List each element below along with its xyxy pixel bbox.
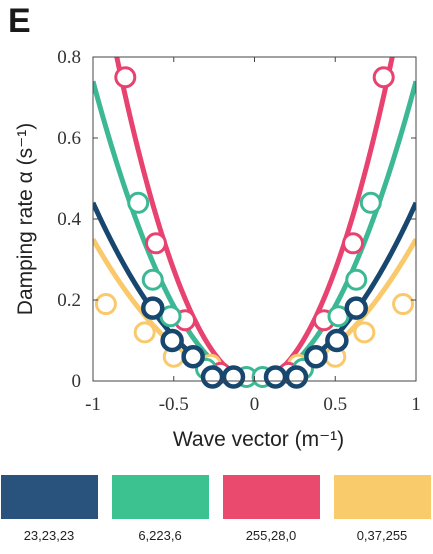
- panel-label: E: [8, 2, 31, 40]
- damping-rate-chart: -1 -0.5 0 0.5 1 0 0.2 0.4 0.6 0.8 Wave vector (m⁻¹…: [14, 47, 421, 451]
- x-tick-label-1: -0.5: [159, 394, 189, 415]
- x-tick-label-2: 0: [250, 394, 260, 415]
- data-point-s1-6: [342, 232, 365, 255]
- data-point-s3-5: [263, 365, 288, 389]
- swatch-2: [223, 475, 320, 519]
- data-point-s1-7: [372, 66, 395, 89]
- x-tick-label-3: 0.5: [323, 394, 347, 415]
- data-point-s3-6: [284, 365, 309, 389]
- y-axis-title: Damping rate α (s⁻¹): [14, 123, 37, 315]
- color-swatch-row: 23,23,23 6,223,6 255,28,0 0,37,255: [0, 470, 433, 554]
- data-point-s2-8: [345, 268, 368, 291]
- data-point-s0-6: [353, 321, 376, 344]
- plot-area: [93, 57, 416, 389]
- y-tick-label-2: 0.4: [57, 209, 81, 230]
- data-point-s3-2: [181, 344, 205, 369]
- data-point-s3-8: [325, 328, 349, 353]
- data-point-s3-1: [160, 328, 184, 353]
- swatch-1: [112, 475, 209, 519]
- x-axis-title: Wave vector (m⁻¹): [173, 428, 344, 451]
- data-point-s0-7: [392, 293, 415, 316]
- swatch-label-2: 255,28,0: [245, 528, 297, 543]
- data-point-s3-0: [141, 296, 165, 320]
- fit-curve-1: [114, 57, 395, 381]
- data-point-s0-1: [133, 321, 156, 344]
- x-tick-label-4: 1: [411, 394, 421, 415]
- swatch-label-3: 0,37,255: [356, 528, 408, 543]
- y-tick-label-3: 0.6: [57, 128, 81, 149]
- data-point-s0-0: [94, 293, 117, 316]
- data-point-s3-3: [200, 365, 225, 389]
- data-point-s3-7: [304, 344, 328, 369]
- data-point-s3-9: [344, 296, 368, 320]
- x-tick-label-0: -1: [85, 394, 101, 415]
- swatch-0: [1, 475, 98, 519]
- data-point-s2-9: [359, 191, 382, 214]
- data-point-s2-0: [127, 191, 150, 214]
- swatch-label-1: 6,223,6: [138, 528, 182, 543]
- data-point-s1-1: [144, 232, 167, 255]
- y-tick-label-0: 0: [72, 371, 82, 392]
- axes: -1 -0.5 0 0.5 1 0 0.2 0.4 0.6 0.8 Wave vector (m⁻¹…: [14, 47, 421, 451]
- swatch-label-0: 23,23,23: [23, 528, 75, 543]
- y-tick-label-4: 0.8: [57, 47, 81, 68]
- y-tick-label-1: 0.2: [57, 290, 81, 311]
- data-point-s2-1: [141, 268, 164, 291]
- data-point-s1-0: [114, 66, 137, 89]
- swatch-3: [334, 475, 431, 519]
- data-point-s3-4: [221, 365, 246, 389]
